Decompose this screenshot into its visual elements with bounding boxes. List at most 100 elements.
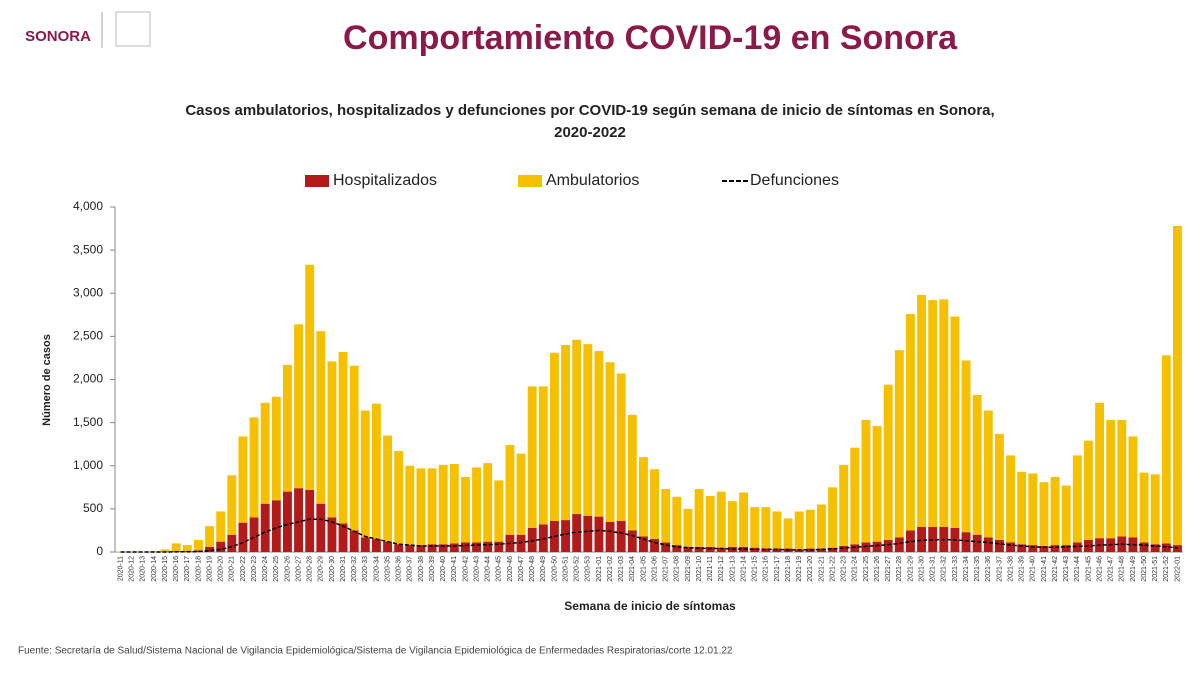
bar-segment [427, 468, 437, 545]
bar-segment [661, 489, 671, 543]
x-tick-label: 2020-21 [229, 556, 236, 582]
x-tick-label: 2021-02 [607, 556, 614, 582]
x-tick-label: 2021-35 [974, 556, 981, 582]
x-tick-label: 2021-39 [1019, 556, 1026, 582]
bar-segment [216, 511, 226, 542]
bar-segment [828, 487, 838, 548]
y-tick-label: 0 [96, 544, 103, 558]
x-tick-label: 2021-28 [896, 556, 903, 582]
bar-segment [750, 547, 760, 552]
bar-segment [260, 402, 270, 504]
y-tick-label: 500 [83, 501, 103, 515]
bar-segment [583, 515, 593, 552]
bar-segment [772, 511, 782, 549]
x-tick-label: 2020-38 [418, 556, 425, 582]
x-tick-label: 2020-15 [162, 556, 169, 582]
x-axis-title: Semana de inicio de síntomas [564, 599, 736, 613]
bar-segment [516, 534, 526, 552]
bar-segment [427, 544, 437, 552]
x-tick-label: 2021-21 [818, 556, 825, 582]
bar-segment [1028, 545, 1038, 552]
x-tick-label: 2021-16 [763, 556, 770, 582]
x-tick-label: 2021-05 [640, 556, 647, 582]
bar-segment [705, 495, 715, 547]
bar-segment [828, 547, 838, 552]
x-tick-label: 2021-26 [874, 556, 881, 582]
bar-segment [650, 469, 660, 540]
x-tick-label: 2021-34 [963, 556, 970, 582]
x-tick-label: 2020-20 [218, 556, 225, 582]
bar-segment [1139, 542, 1149, 552]
bar-segment [1150, 544, 1160, 552]
bar-segment [872, 426, 882, 542]
x-tick-label: 2021-14 [740, 556, 747, 582]
bar-segment [716, 547, 726, 552]
x-tick-label: 2021-09 [685, 556, 692, 582]
bar-segment [182, 545, 192, 552]
bar-segment [683, 546, 693, 552]
bar-segment [349, 365, 359, 531]
bar-segment [1139, 472, 1149, 543]
bar-segment [1050, 545, 1060, 552]
bar-segment [505, 445, 515, 535]
x-tick-label: 2021-03 [618, 556, 625, 582]
bar-segment [672, 545, 682, 552]
bar-segment [605, 521, 615, 552]
bar-segment [1117, 420, 1127, 537]
x-tick-label: 2021-24 [852, 556, 859, 582]
x-tick-label: 2020-16 [173, 556, 180, 582]
bar-segment [727, 501, 737, 547]
bar-segment [794, 511, 804, 550]
bar-segment [894, 350, 904, 538]
bar-segment [839, 545, 849, 552]
x-tick-label: 2021-42 [1052, 556, 1059, 582]
logo: SONORA [25, 28, 91, 45]
x-tick-label: 2020-24 [262, 556, 269, 582]
x-tick-label: 2021-44 [1074, 556, 1081, 582]
bar-segment [1017, 544, 1027, 552]
x-tick-label: 2021-36 [985, 556, 992, 582]
bar-segment [516, 453, 526, 535]
y-tick-label: 2,000 [73, 372, 103, 386]
bar-segment [1061, 545, 1071, 552]
x-tick-label: 2020-32 [351, 556, 358, 582]
x-tick-label: 2020-29 [318, 556, 325, 582]
bar-segment [193, 550, 203, 552]
bar-segment [917, 294, 927, 527]
chart-subtitle: 2020-2022 [554, 124, 626, 141]
x-tick-label: 2021-45 [1085, 556, 1092, 582]
x-tick-label: 2020-42 [462, 556, 469, 582]
bar-segment [327, 517, 337, 552]
x-tick-label: 2021-10 [696, 556, 703, 582]
bar-segment [716, 491, 726, 548]
x-tick-label: 2020-17 [184, 556, 191, 582]
bar-segment [1083, 440, 1093, 540]
bar-segment [1095, 402, 1105, 539]
bar-segment [394, 544, 404, 552]
bar-segment [294, 324, 304, 489]
bar-segment [1006, 542, 1016, 552]
bar-segment [494, 541, 504, 552]
x-tick-label: 2021-49 [1130, 556, 1137, 582]
bar-segment [739, 546, 749, 552]
bar-segment [572, 339, 582, 515]
bar-segment [449, 464, 459, 544]
bar-segment [939, 299, 949, 527]
x-tick-label: 2021-47 [1108, 556, 1115, 582]
x-tick-label: 2020-19 [206, 556, 213, 582]
bar-segment [1006, 455, 1016, 543]
bar-segment [316, 503, 326, 552]
bar-segment [561, 345, 571, 521]
bar-segment [905, 530, 915, 552]
bar-segment [972, 534, 982, 552]
x-tick-label: 2021-06 [651, 556, 658, 582]
x-tick-label: 2020-39 [429, 556, 436, 582]
x-tick-label: 2020-44 [485, 556, 492, 582]
x-tick-label: 2021-25 [863, 556, 870, 582]
legend-swatch [305, 175, 329, 187]
x-tick-label: 2020-52 [574, 556, 581, 582]
x-tick-label: 2021-46 [1096, 556, 1103, 582]
bar-segment [772, 548, 782, 552]
bar-segment [238, 436, 248, 523]
